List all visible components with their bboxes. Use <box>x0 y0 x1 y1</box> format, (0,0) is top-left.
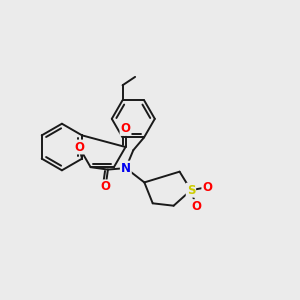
Text: N: N <box>121 162 131 175</box>
Text: O: O <box>191 200 201 213</box>
Text: O: O <box>121 122 130 135</box>
Text: O: O <box>100 180 110 194</box>
Text: S: S <box>187 184 195 197</box>
Text: O: O <box>202 181 212 194</box>
Text: O: O <box>74 140 84 154</box>
